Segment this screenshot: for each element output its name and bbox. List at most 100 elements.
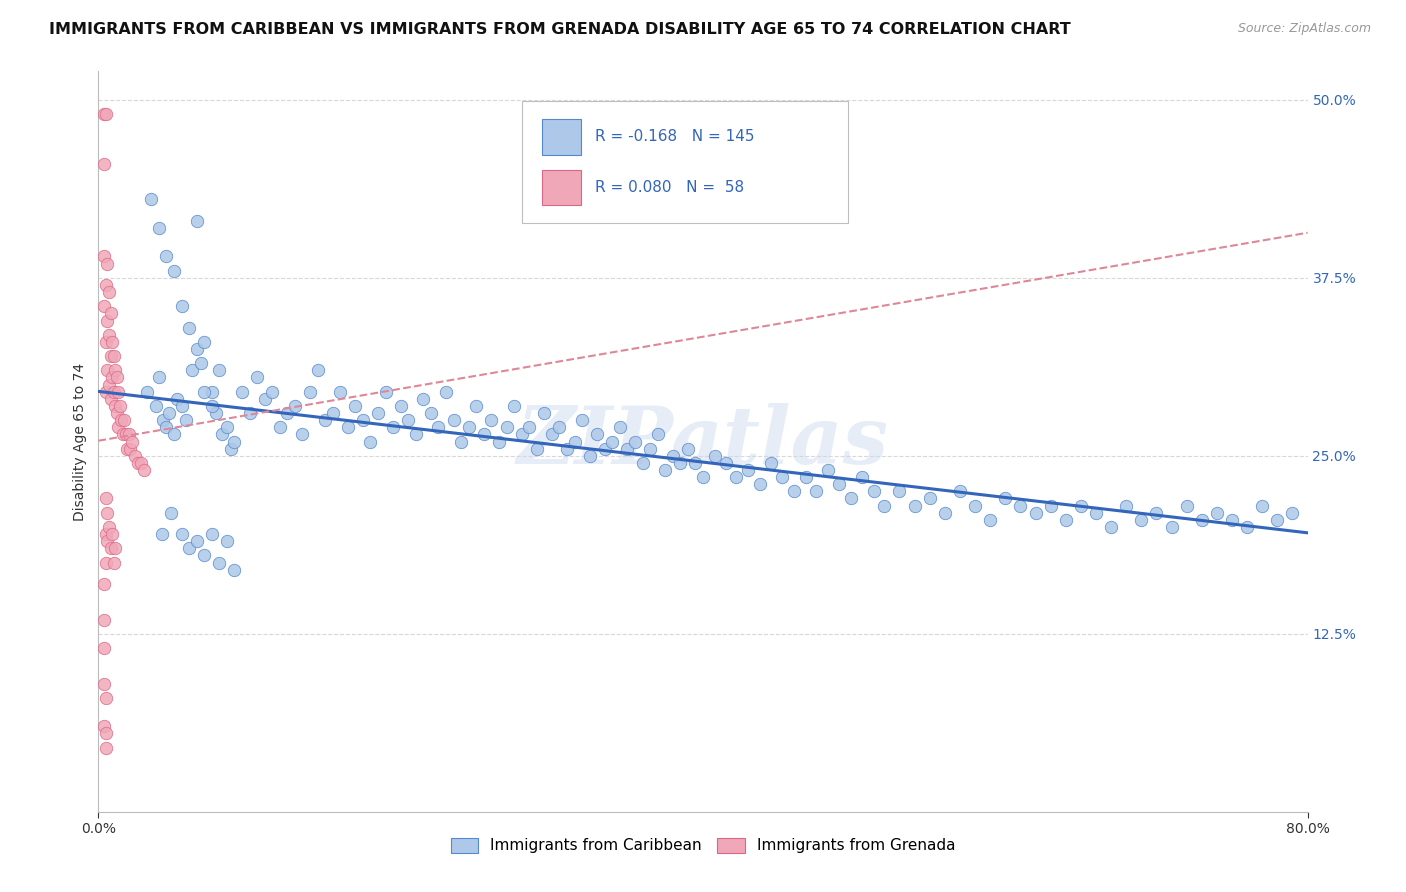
Point <box>215 534 238 549</box>
Point <box>193 549 215 563</box>
Point <box>132 463 155 477</box>
Point <box>593 442 616 456</box>
Point <box>253 392 276 406</box>
Point <box>692 470 714 484</box>
Point <box>105 406 128 420</box>
Point <box>107 420 129 434</box>
Point <box>94 384 117 399</box>
Point <box>148 370 170 384</box>
Point <box>93 640 115 655</box>
Point <box>817 463 839 477</box>
Point <box>737 463 759 477</box>
Point <box>616 442 638 456</box>
Point <box>224 563 246 577</box>
Point <box>624 434 647 449</box>
Point <box>352 413 374 427</box>
Point <box>794 470 817 484</box>
Point <box>555 442 578 456</box>
Point <box>186 342 208 356</box>
Point <box>148 221 170 235</box>
Text: IMMIGRANTS FROM CARIBBEAN VS IMMIGRANTS FROM GRENADA DISABILITY AGE 65 TO 74 COR: IMMIGRANTS FROM CARIBBEAN VS IMMIGRANTS … <box>49 22 1071 37</box>
Point <box>190 356 212 370</box>
Point <box>105 370 128 384</box>
FancyBboxPatch shape <box>522 101 848 223</box>
Point <box>135 384 157 399</box>
Point <box>1175 499 1198 513</box>
Point <box>100 306 122 320</box>
Point <box>284 399 307 413</box>
Point <box>159 406 181 420</box>
Point <box>533 406 555 420</box>
Point <box>152 413 174 427</box>
Point <box>104 363 127 377</box>
Point <box>770 470 793 484</box>
Point <box>314 413 336 427</box>
Point <box>602 434 624 449</box>
Point <box>121 434 143 449</box>
Point <box>215 420 238 434</box>
Point <box>749 477 772 491</box>
Point <box>862 484 884 499</box>
Point <box>94 690 117 705</box>
Point <box>839 491 862 506</box>
Point <box>344 399 367 413</box>
Point <box>118 427 141 442</box>
Point <box>965 499 987 513</box>
Point <box>145 399 167 413</box>
Point <box>96 534 118 549</box>
Point <box>155 250 177 264</box>
Point <box>170 299 193 313</box>
Point <box>685 456 707 470</box>
Point <box>1039 499 1062 513</box>
Point <box>336 420 359 434</box>
Legend: Immigrants from Caribbean, Immigrants from Grenada: Immigrants from Caribbean, Immigrants fr… <box>444 831 962 860</box>
Point <box>806 484 828 499</box>
Point <box>94 726 117 740</box>
Point <box>98 377 121 392</box>
Point <box>571 413 593 427</box>
Point <box>94 334 117 349</box>
Point <box>472 427 495 442</box>
Point <box>828 477 851 491</box>
Point <box>396 413 419 427</box>
Point <box>110 413 132 427</box>
Point <box>382 420 405 434</box>
Point <box>150 527 173 541</box>
Point <box>100 392 122 406</box>
Point <box>181 363 204 377</box>
Text: ZIPatlas: ZIPatlas <box>517 403 889 480</box>
Point <box>93 250 115 264</box>
Point <box>1220 513 1243 527</box>
Point <box>94 527 117 541</box>
Point <box>949 484 972 499</box>
Point <box>208 363 231 377</box>
Point <box>201 384 224 399</box>
Point <box>389 399 412 413</box>
Point <box>93 613 115 627</box>
Point <box>103 556 125 570</box>
Point <box>98 520 121 534</box>
Point <box>211 427 233 442</box>
Point <box>93 157 115 171</box>
Point <box>374 384 396 399</box>
Point <box>193 384 215 399</box>
Point <box>548 420 571 434</box>
Point <box>104 541 127 556</box>
Point <box>276 406 298 420</box>
Point <box>1070 499 1092 513</box>
Point <box>586 427 609 442</box>
Point <box>1191 513 1213 527</box>
Point <box>481 413 503 427</box>
Point <box>155 420 177 434</box>
Point <box>98 285 121 299</box>
Point <box>704 449 727 463</box>
Point <box>405 427 427 442</box>
Point <box>96 506 118 520</box>
Point <box>114 427 136 442</box>
Point <box>540 427 562 442</box>
Point <box>609 420 631 434</box>
Point <box>101 527 124 541</box>
Point <box>98 327 121 342</box>
Point <box>100 349 122 363</box>
Point <box>1130 513 1153 527</box>
